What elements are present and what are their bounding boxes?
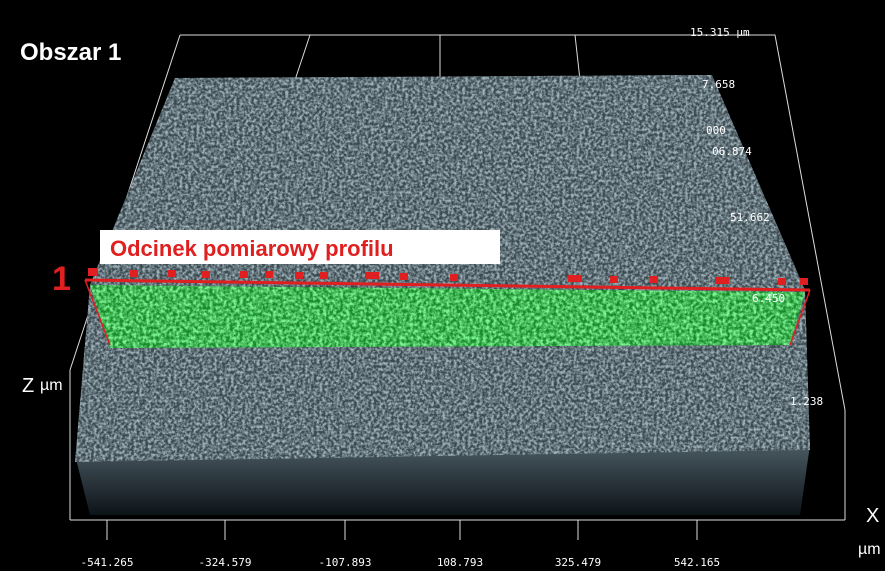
profile-label: Odcinek pomiarowy profilu [110,236,394,261]
z-label: 15.315 µm [690,26,750,39]
z-axis-unit: µm [40,377,63,394]
profile-number: 1 [52,260,71,298]
title: Obszar 1 [20,39,121,66]
x-label: -541.265 [81,556,134,569]
z-label: 000 [706,124,726,137]
surface-view: Odcinek pomiarowy profilu 1 Obszar 1 Z µ… [0,0,885,571]
x-axis-unit: µm [858,541,881,558]
x-label: -324.579 [199,556,252,569]
x-label: -107.893 [319,556,372,569]
z-label: 6.450 [752,292,785,305]
z-label: 7.658 [702,78,735,91]
z-label: 1.238 [790,395,823,408]
x-label: 108.793 [437,556,483,569]
z-label: 06.874 [712,145,752,158]
x-label: 325.479 [555,556,601,569]
z-axis-name: Z [22,375,34,397]
surface-texture [75,75,810,462]
profile-band-texture [90,285,805,348]
z-label: 51.662 [730,211,770,224]
x-label: 542.165 [674,556,720,569]
x-axis-name: X [866,505,879,527]
